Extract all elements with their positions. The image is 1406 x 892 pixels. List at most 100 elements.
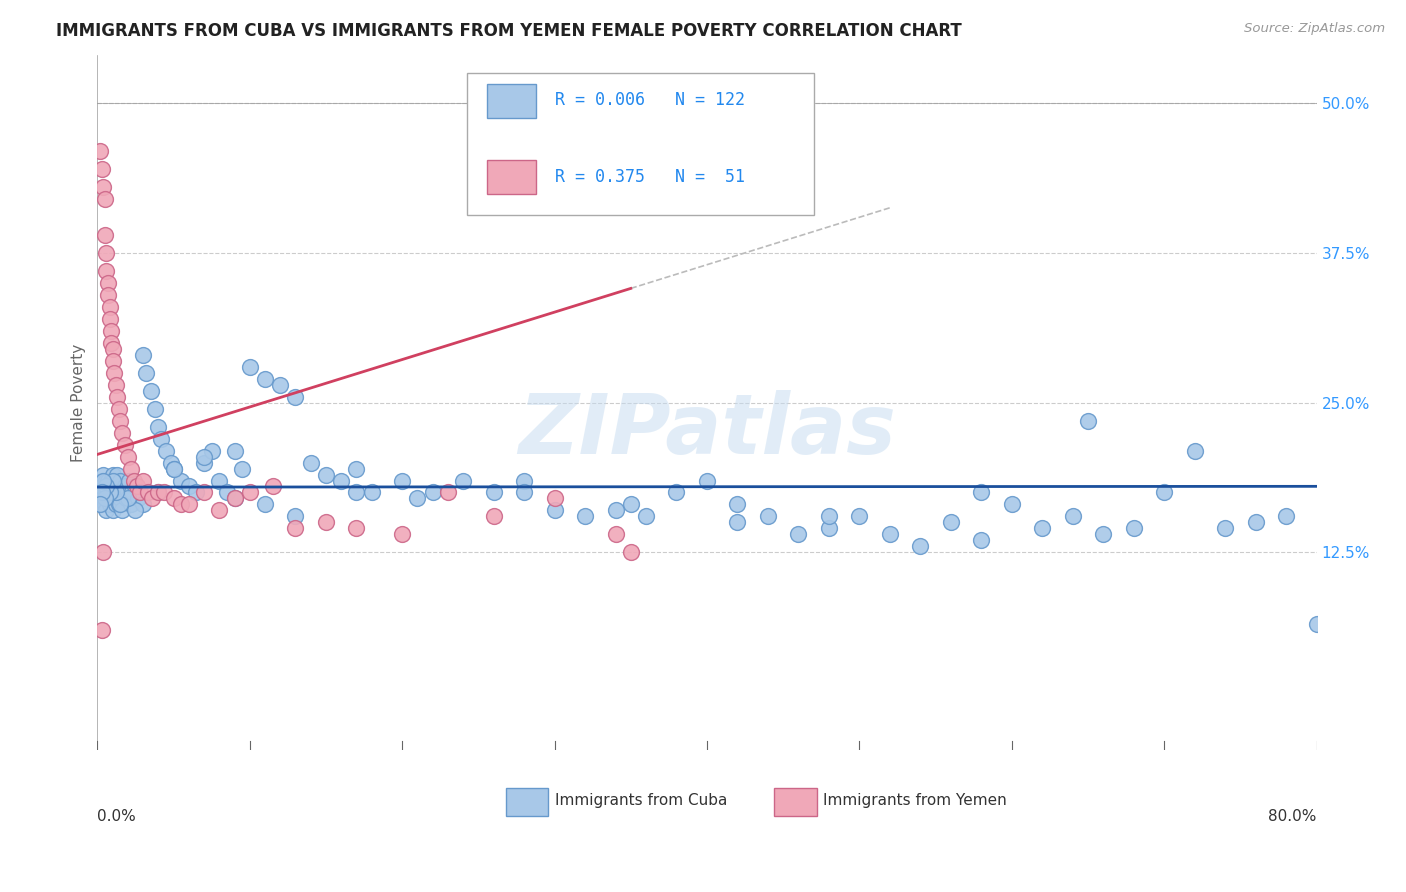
Point bbox=[605, 527, 627, 541]
Point bbox=[513, 485, 536, 500]
Point bbox=[1275, 509, 1298, 524]
Point bbox=[122, 474, 145, 488]
Point bbox=[150, 432, 173, 446]
FancyBboxPatch shape bbox=[775, 789, 817, 816]
Point bbox=[93, 491, 115, 506]
Point bbox=[879, 527, 901, 541]
Point bbox=[107, 498, 129, 512]
Point bbox=[90, 161, 112, 176]
Point bbox=[117, 491, 139, 506]
Point bbox=[1305, 617, 1327, 632]
Point bbox=[574, 509, 596, 524]
Point bbox=[108, 498, 131, 512]
Point bbox=[360, 485, 382, 500]
Point bbox=[253, 372, 276, 386]
Point bbox=[97, 287, 120, 301]
Point bbox=[135, 366, 157, 380]
FancyBboxPatch shape bbox=[506, 789, 548, 816]
Point bbox=[193, 485, 215, 500]
FancyBboxPatch shape bbox=[488, 161, 536, 194]
Point bbox=[620, 498, 643, 512]
Point bbox=[186, 485, 208, 500]
Point bbox=[101, 503, 124, 517]
Point bbox=[128, 491, 150, 506]
Point bbox=[696, 474, 718, 488]
Point bbox=[239, 359, 262, 374]
Point bbox=[284, 390, 307, 404]
Point bbox=[111, 425, 134, 440]
Point bbox=[96, 479, 118, 493]
Point bbox=[100, 485, 122, 500]
Point bbox=[101, 467, 124, 482]
Point bbox=[193, 450, 215, 464]
Point bbox=[96, 485, 118, 500]
Point bbox=[543, 503, 565, 517]
Point bbox=[231, 461, 253, 475]
Point bbox=[1122, 521, 1144, 535]
Point bbox=[132, 498, 155, 512]
Point bbox=[90, 474, 112, 488]
Point bbox=[848, 509, 870, 524]
Point bbox=[104, 377, 127, 392]
Point bbox=[96, 503, 118, 517]
Point bbox=[605, 503, 627, 517]
Point bbox=[543, 491, 565, 506]
Point bbox=[103, 366, 125, 380]
Point bbox=[155, 443, 177, 458]
Point bbox=[725, 516, 748, 530]
Point bbox=[346, 485, 368, 500]
Text: Source: ZipAtlas.com: Source: ZipAtlas.com bbox=[1244, 22, 1385, 36]
Point bbox=[141, 491, 163, 506]
Point bbox=[96, 264, 118, 278]
Point bbox=[634, 509, 657, 524]
Text: ZIPatlas: ZIPatlas bbox=[517, 390, 896, 471]
Point bbox=[97, 491, 120, 506]
Point bbox=[125, 479, 148, 493]
Point bbox=[132, 474, 155, 488]
Point bbox=[101, 485, 124, 500]
Point bbox=[107, 401, 129, 416]
Point bbox=[513, 474, 536, 488]
Point bbox=[437, 485, 460, 500]
Point bbox=[239, 485, 262, 500]
Point bbox=[170, 498, 193, 512]
Point bbox=[108, 474, 131, 488]
Point bbox=[114, 479, 136, 493]
Text: IMMIGRANTS FROM CUBA VS IMMIGRANTS FROM YEMEN FEMALE POVERTY CORRELATION CHART: IMMIGRANTS FROM CUBA VS IMMIGRANTS FROM … bbox=[56, 22, 962, 40]
Point bbox=[170, 474, 193, 488]
Point bbox=[422, 485, 444, 500]
Point bbox=[111, 503, 134, 517]
Point bbox=[103, 474, 125, 488]
Point bbox=[208, 503, 231, 517]
Point bbox=[1031, 521, 1053, 535]
Text: Immigrants from Yemen: Immigrants from Yemen bbox=[823, 793, 1007, 808]
Point bbox=[201, 443, 224, 458]
Point bbox=[148, 419, 170, 434]
Point bbox=[620, 545, 643, 559]
Point bbox=[93, 545, 115, 559]
Point bbox=[124, 503, 146, 517]
Point bbox=[124, 479, 146, 493]
Point bbox=[970, 533, 993, 548]
Point bbox=[1077, 414, 1099, 428]
Text: 0.0%: 0.0% bbox=[97, 809, 136, 824]
Point bbox=[90, 624, 112, 638]
Point bbox=[94, 227, 117, 242]
Point bbox=[105, 390, 128, 404]
Point bbox=[104, 498, 127, 512]
Point bbox=[482, 485, 505, 500]
Point bbox=[148, 485, 170, 500]
Point bbox=[143, 401, 166, 416]
Point bbox=[121, 485, 143, 500]
Point bbox=[330, 474, 353, 488]
Point bbox=[132, 348, 155, 362]
FancyBboxPatch shape bbox=[467, 72, 814, 215]
Point bbox=[112, 485, 135, 500]
Point bbox=[1092, 527, 1115, 541]
Point bbox=[262, 479, 284, 493]
Point bbox=[787, 527, 810, 541]
Point bbox=[818, 509, 841, 524]
Point bbox=[148, 485, 170, 500]
Point bbox=[224, 491, 246, 506]
Text: Immigrants from Cuba: Immigrants from Cuba bbox=[554, 793, 727, 808]
